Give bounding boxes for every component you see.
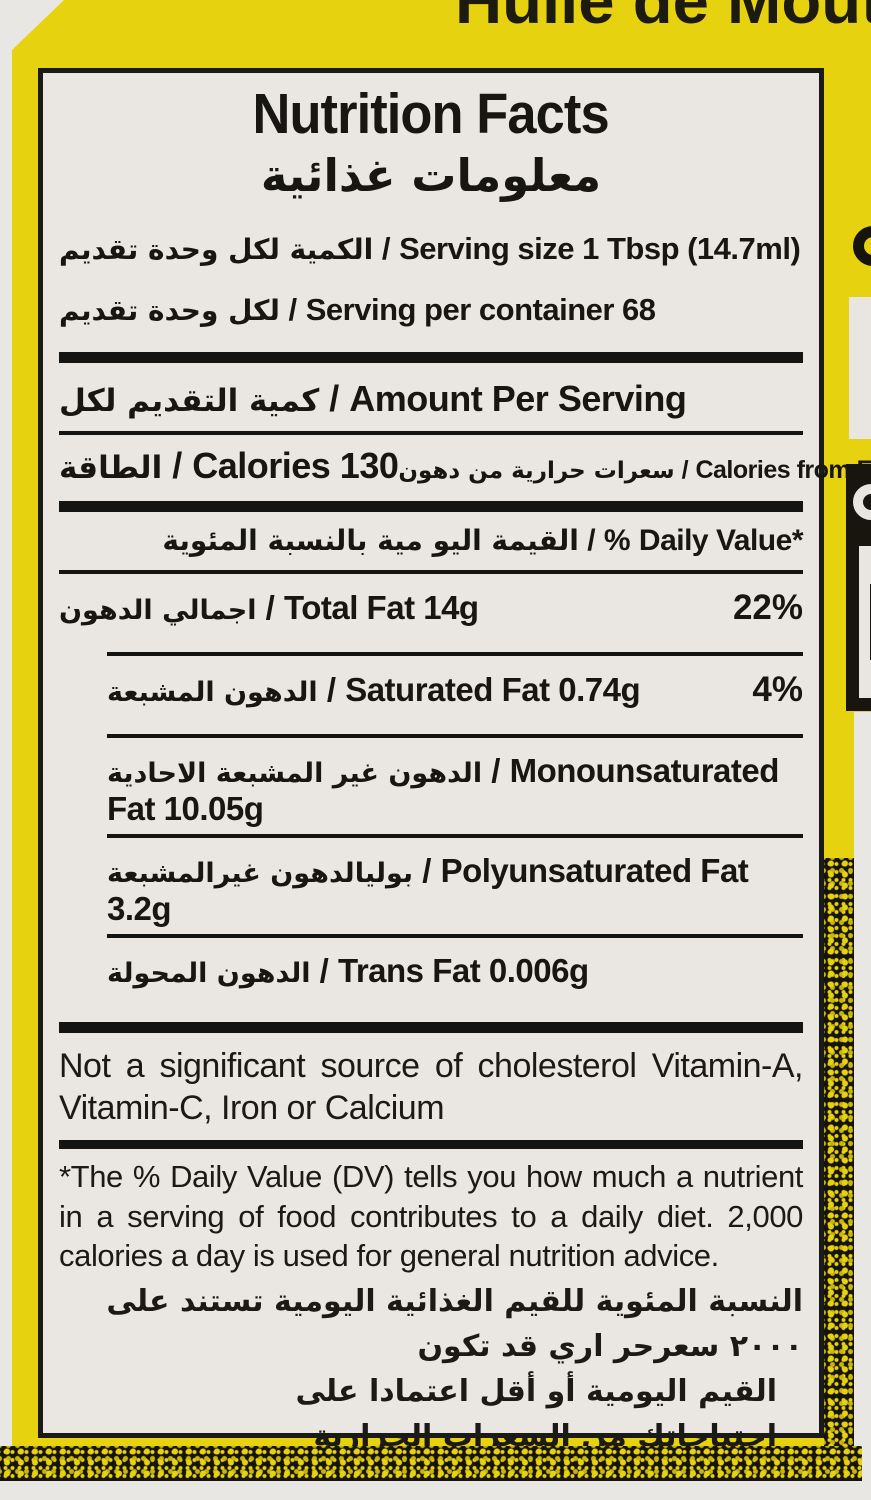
daily-value-header: القيمة اليو مية بالنسبة المئوية / % Dail…	[162, 523, 803, 557]
letter-c-fragment	[853, 484, 871, 520]
footnote-line: in a serving of food contributes to a da…	[59, 1198, 803, 1234]
daily-value-footnote-en: *The % Daily Value (DV) tells you how mu…	[59, 1157, 803, 1275]
calories-main: الطاقة / Calories 130	[59, 444, 399, 486]
divider-thick	[59, 352, 803, 364]
servings-per-container-row: لكل وحدة تقديم / Serving per container 6…	[59, 291, 803, 328]
saturated-fat-dv: 4%	[752, 669, 803, 709]
amount-per-serving-ar: كمية التقديم لكل	[59, 383, 320, 420]
footnote-line: *The % Daily Value (DV) tells you how mu…	[59, 1159, 803, 1195]
divider-thin	[59, 569, 803, 574]
divider-thick	[59, 1021, 803, 1033]
note-line: Not a significant source of cholesterol …	[59, 1046, 804, 1085]
divider-thin	[107, 933, 803, 938]
saturated-fat-row: الدهون المشبعة / Saturated Fat 0.74g 4%	[107, 669, 803, 709]
label-edge-mottled-right	[824, 858, 854, 1446]
adjacent-panel-letter-fragment	[853, 226, 871, 266]
footnote-ar-line: النسبة المئوية للقيم الغذائية اليومية تس…	[106, 1284, 803, 1365]
adjacent-panel-white-box-fragment	[849, 297, 871, 439]
divider-thin	[59, 430, 803, 435]
daily-value-footnote-ar: النسبة المئوية للقيم الغذائية اليومية تس…	[59, 1279, 803, 1459]
servings-per-container-ar: لكل وحدة تقديم	[59, 294, 280, 328]
divider-thin	[107, 733, 803, 738]
inner-white-box-fragment	[859, 546, 871, 698]
total-fat-dv: 22%	[732, 587, 803, 627]
calories-row: الطاقة / Calories 130 سعرات حرارية من ده…	[59, 444, 871, 487]
polyunsaturated-fat-row: بوليالدهون غيرالمشبعة / Polyunsaturated …	[107, 851, 749, 927]
photo-backdrop-right	[854, 712, 871, 1500]
servings-per-container-en: / Serving per container 68	[288, 292, 657, 328]
adjacent-panel-black-box-fragment	[846, 464, 871, 711]
trans-fat-row: الدهون المحولة / Trans Fat 0.006g	[107, 951, 589, 989]
photo-backdrop-bottom	[0, 1481, 871, 1500]
amount-per-serving-row: كمية التقديم لكل / Amount Per Serving	[59, 377, 803, 420]
brand-text-cropped: Huile de Mout	[455, 0, 871, 37]
calories-from-fat: سعرات حرارية من دهون / Calories from Fat…	[398, 455, 871, 484]
serving-size-en: / Serving size 1 Tbsp (14.7ml)	[381, 230, 801, 266]
panel-title-en: Nutrition Facts	[252, 82, 610, 146]
amount-per-serving-en: / Amount Per Serving	[329, 378, 687, 420]
label-bottom	[0, 1446, 862, 1481]
panel-title-ar: معلومات غذائية	[260, 148, 602, 202]
monounsaturated-fat-row: الدهون غير المشبعة الاحادية / Monounsatu…	[107, 751, 779, 827]
total-fat-row: اجمالي الدهون / Total Fat 14g 22%	[59, 587, 803, 627]
footnote-line: calories a day is used for general nutri…	[59, 1237, 719, 1273]
nutrition-facts-panel: Nutrition Facts معلومات غذائية الكمية لك…	[38, 68, 871, 1454]
divider-thick	[59, 500, 803, 512]
note-line: Vitamin-C, Iron or Calcium	[59, 1089, 445, 1128]
serving-size-row: الكمية لكل وحدة تقديم / Serving size 1 T…	[59, 230, 803, 267]
label-edge-mottled-bottom	[0, 1446, 862, 1481]
divider-medium	[59, 1140, 803, 1150]
brand-strip: Huile de Mout	[400, 0, 871, 46]
serving-size-ar: الكمية لكل وحدة تقديم	[59, 232, 374, 266]
divider-thin	[107, 833, 803, 838]
divider-thin	[107, 651, 803, 656]
not-significant-note: Not a significant source of cholesterol …	[59, 1045, 804, 1131]
